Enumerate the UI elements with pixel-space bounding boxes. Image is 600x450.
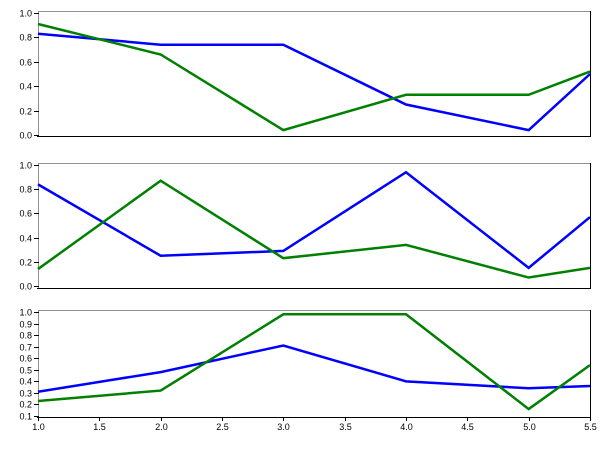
y-tick-label: 0.4 (19, 377, 32, 387)
y-tick-label: 0.0 (19, 131, 32, 141)
blue-series-line (37, 344, 591, 393)
y-tick-label: 0.6 (19, 209, 32, 219)
y-tick-label: 0.0 (19, 282, 32, 292)
subplot-top: 0.0 0.2 0.4 0.6 0.8 1.0 (19, 9, 591, 141)
x-tick-label: 2.0 (155, 422, 168, 432)
y-tick-label: 0.8 (19, 185, 32, 195)
y-tick-label: 0.4 (19, 82, 32, 92)
blue-series-line (37, 32, 591, 132)
green-series-line (37, 22, 591, 132)
y-tick-label: 0.6 (19, 58, 32, 68)
x-tick-label: 4.0 (400, 422, 413, 432)
x-tick-label: 2.5 (216, 422, 229, 432)
y-tick-label: 0.1 (19, 412, 32, 422)
y-tick-label: 0.2 (19, 258, 32, 268)
x-tick-label: 3.5 (339, 422, 352, 432)
y-tick-label: 0.4 (19, 234, 32, 244)
y-tick-label: 1.0 (19, 308, 32, 318)
y-tick-label: 1.0 (19, 161, 32, 171)
y-tick-label: 0.5 (19, 366, 32, 376)
x-tick-label: 1.0 (32, 422, 45, 432)
blue-series-line (37, 170, 591, 270)
subplot-bottom: 0.1 0.20.3 0.40.5 0.60.7 0.80.9 1.0 1.0 1.5 2.0 2… (19, 308, 596, 433)
x-tick-label: 3.0 (277, 422, 290, 432)
green-series-line (37, 179, 591, 279)
x-tick-label: 5.0 (523, 422, 536, 432)
y-tick-label: 0.8 (19, 331, 32, 341)
y-tick-label: 0.9 (19, 320, 32, 330)
y-tick-label: 0.3 (19, 389, 32, 399)
x-tick-label: 1.5 (93, 422, 106, 432)
x-tick-label: 4.5 (461, 422, 474, 432)
subplot-middle: 0.0 0.2 0.4 0.6 0.8 1.0 (19, 161, 591, 292)
y-tick-label: 0.2 (19, 400, 32, 410)
y-tick-label: 0.7 (19, 343, 32, 353)
y-tick-label: 0.2 (19, 107, 32, 117)
y-tick-label: 0.8 (19, 33, 32, 43)
green-series-line (37, 313, 591, 411)
x-tick-label: 5.5 (584, 422, 597, 432)
y-tick-label: 1.0 (19, 9, 32, 19)
y-tick-label: 0.6 (19, 354, 32, 364)
